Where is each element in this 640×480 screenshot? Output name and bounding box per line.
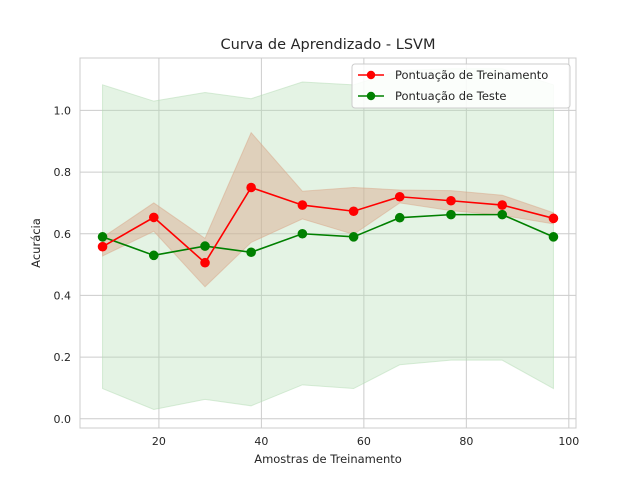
legend-label-test: Pontuação de Teste xyxy=(395,89,507,103)
series-markers xyxy=(97,182,559,268)
training-score-point xyxy=(446,195,456,206)
x-tick-label: 20 xyxy=(152,435,166,448)
training-score-point xyxy=(548,213,559,224)
training-score-point xyxy=(148,212,159,223)
test-score-point xyxy=(246,247,256,258)
test-score-point xyxy=(394,212,405,223)
test-score-point xyxy=(497,209,508,220)
legend-marker-training xyxy=(366,70,376,80)
x-tick-label: 100 xyxy=(558,435,579,448)
series-lines xyxy=(102,186,554,264)
training-score-point xyxy=(348,206,359,217)
training-score-point xyxy=(200,257,210,268)
plot-border xyxy=(79,57,577,429)
training-score-line xyxy=(102,186,554,264)
y-tick-label: 0.8 xyxy=(54,166,72,179)
test-score-point xyxy=(548,232,559,242)
y-axis-label: Acurácia xyxy=(29,218,43,268)
training-score-point xyxy=(246,182,256,193)
test-score-point xyxy=(348,232,359,242)
test-score-point xyxy=(297,228,308,239)
grid-lines xyxy=(80,58,576,428)
test-score-line xyxy=(102,213,554,257)
y-tick-label: 0.4 xyxy=(54,289,72,302)
x-tick-label: 40 xyxy=(254,435,268,448)
y-tick-label: 0.2 xyxy=(54,351,72,364)
test-score-point xyxy=(97,232,108,242)
training-score-point xyxy=(297,200,308,210)
test-score-point xyxy=(148,250,159,261)
y-tick-label: 0.6 xyxy=(54,228,72,241)
test-score-band xyxy=(102,68,554,411)
training-score-point xyxy=(394,191,405,202)
x-axis-label: Amostras de Treinamento xyxy=(254,452,402,466)
x-tick-labels: 20 40 60 80 100 xyxy=(152,435,579,448)
confidence-bands xyxy=(102,68,554,411)
y-tick-label: 0.0 xyxy=(54,413,72,426)
training-score-point xyxy=(497,200,508,210)
test-score-point xyxy=(200,241,210,251)
training-score-point xyxy=(97,241,108,252)
y-tick-labels: 0.0 0.2 0.4 0.6 0.8 1.0 xyxy=(54,104,72,425)
test-score-point xyxy=(446,209,456,220)
plot-area xyxy=(80,58,576,428)
x-tick-label: 60 xyxy=(357,435,371,448)
legend-box xyxy=(351,63,571,109)
chart-title: Curva de Aprendizado - LSVM xyxy=(221,37,436,53)
legend-marker-test xyxy=(366,91,376,101)
legend-label-training: Pontuação de Treinamento xyxy=(395,68,548,82)
y-tick-label: 1.0 xyxy=(54,104,72,117)
legend: Pontuação de Treinamento Pontuação de Te… xyxy=(351,63,571,109)
x-tick-label: 80 xyxy=(459,435,473,448)
